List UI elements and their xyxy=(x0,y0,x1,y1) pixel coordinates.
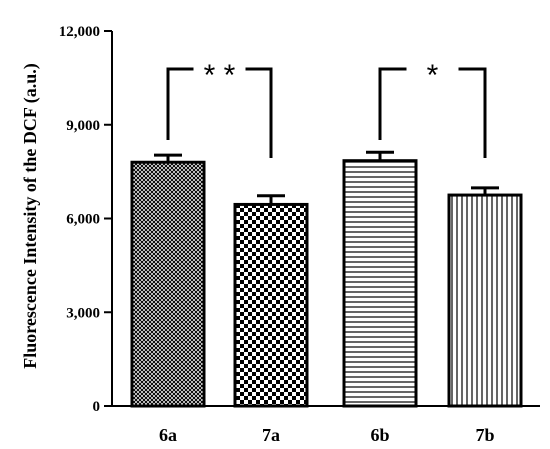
x-tick-label-6b: 6b xyxy=(370,425,389,445)
bar-7b xyxy=(447,193,523,408)
significance-label: * xyxy=(427,59,439,92)
bar-6a xyxy=(130,160,206,408)
significance-bracket xyxy=(166,67,273,158)
y-axis-title: Fluorescence Intensity of the DCF (a.u.) xyxy=(20,63,41,368)
x-tick-labels: 6a 7a 6b 7b xyxy=(159,425,495,445)
x-tick-label-7a: 7a xyxy=(262,425,280,445)
y-tick-label: 6,000 xyxy=(66,212,100,228)
y-tick-label: 9,000 xyxy=(66,118,100,134)
significance-brackets: * * * xyxy=(166,59,487,158)
x-tick-label-7b: 7b xyxy=(475,425,494,445)
y-axis-label: Fluorescence Intensity of the DCF (a.u.) xyxy=(20,63,41,368)
y-tick-label: 0 xyxy=(93,399,101,415)
bar-6b xyxy=(342,159,418,408)
y-tick-label: 3,000 xyxy=(66,305,100,321)
x-tick-label-6a: 6a xyxy=(159,425,177,445)
significance-bracket xyxy=(378,67,487,158)
y-tick-label: 12,000 xyxy=(59,24,100,40)
significance-label: * * xyxy=(204,59,236,92)
bars-group xyxy=(130,150,523,408)
bar-7a xyxy=(233,202,309,408)
